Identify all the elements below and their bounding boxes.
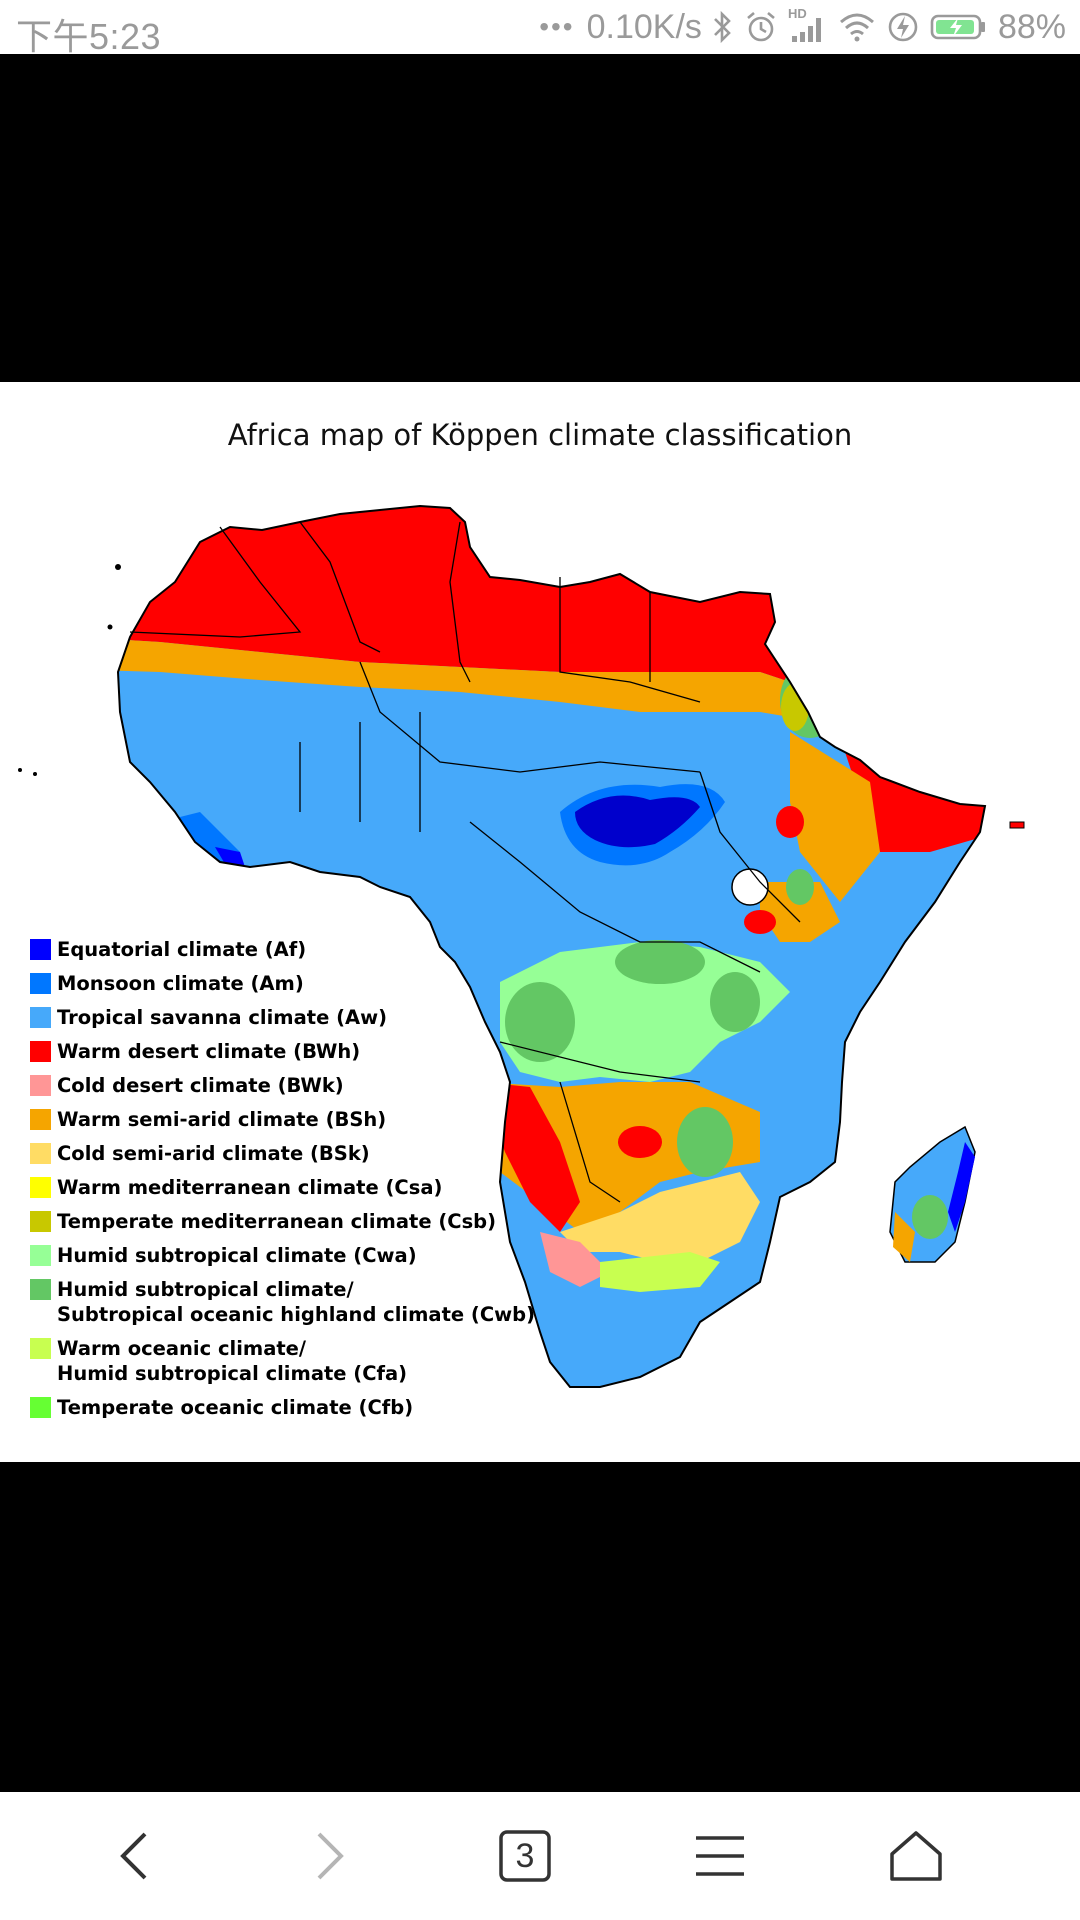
legend-item: Warm semi-arid climate (BSh) (30, 1107, 550, 1132)
legend-item: Equatorial climate (Af) (30, 937, 550, 962)
legend-swatch (30, 1007, 51, 1028)
legend-item: Cold semi-arid climate (BSk) (30, 1141, 550, 1166)
legend-swatch (30, 1177, 51, 1198)
legend-swatch (30, 1279, 51, 1300)
africa-climate-map (18, 505, 1025, 1388)
legend-label: Temperate oceanic climate (Cfb) (57, 1396, 414, 1419)
signal-hd-icon: HD (788, 6, 828, 44)
legend-swatch (30, 939, 51, 960)
back-button[interactable] (95, 1818, 175, 1894)
alarm-icon (747, 12, 775, 42)
legend-item: Tropical savanna climate (Aw) (30, 1005, 550, 1030)
tabs-button[interactable]: 3 (485, 1818, 565, 1894)
letterbox-bottom (0, 1462, 1080, 1792)
net-speed: 0.10K/s (586, 7, 702, 46)
legend-item: Monsoon climate (Am) (30, 971, 550, 996)
legend-item: Temperate mediterranean climate (Csb) (30, 1209, 550, 1234)
menu-icon (696, 1836, 744, 1876)
legend-swatch (30, 1397, 51, 1418)
legend-label: Temperate mediterranean climate (Csb) (57, 1210, 497, 1233)
legend-item: Warm mediterranean climate (Csa) (30, 1175, 550, 1200)
browser-nav-bar: 3 (0, 1792, 1080, 1920)
legend-swatch (30, 1109, 51, 1130)
tabs-icon (499, 1830, 551, 1882)
map-image[interactable]: Africa map of Köppen climate classificat… (0, 382, 1080, 1462)
legend-item: Warm oceanic climate/ Humid subtropical … (30, 1336, 550, 1386)
legend-swatch (30, 1041, 51, 1062)
letterbox-top (0, 54, 1080, 382)
menu-button[interactable] (680, 1818, 760, 1894)
legend-swatch (30, 1211, 51, 1232)
battery-icon (930, 14, 985, 40)
legend-swatch (30, 973, 51, 994)
legend-label: Warm mediterranean climate (Csa) (57, 1176, 443, 1199)
bluetooth-icon (714, 10, 731, 44)
legend-swatch (30, 1143, 51, 1164)
legend-item: Warm desert climate (BWh) (30, 1039, 550, 1064)
legend-label: Monsoon climate (Am) (57, 972, 304, 995)
map-legend: Equatorial climate (Af) Monsoon climate (… (30, 937, 550, 1429)
tab-count: 3 (515, 1836, 535, 1875)
chevron-left-icon (120, 1832, 147, 1880)
legend-label: Cold semi-arid climate (BSk) (57, 1142, 370, 1165)
status-time: 下午5:23 (16, 16, 162, 57)
legend-label: Tropical savanna climate (Aw) (57, 1006, 388, 1029)
lake-victoria (731, 868, 769, 906)
more-dots-icon: ••• (539, 11, 575, 42)
legend-swatch (30, 1245, 51, 1266)
chevron-right-icon (317, 1832, 344, 1880)
legend-label: Humid subtropical climate (Cwa) (57, 1244, 417, 1267)
home-icon (890, 1831, 942, 1881)
status-bar: 下午5:23 ••• 0.10K/s HD (0, 0, 1080, 57)
legend-swatch (30, 1075, 51, 1096)
status-icons: ••• 0.10K/s HD (539, 6, 1066, 48)
power-saver-icon (888, 12, 918, 42)
hd-label: HD (787, 6, 807, 21)
legend-item: Temperate oceanic climate (Cfb) (30, 1395, 550, 1420)
legend-label: Warm oceanic climate/ Humid subtropical … (57, 1337, 408, 1385)
legend-item: Humid subtropical climate/ Subtropical o… (30, 1277, 550, 1327)
legend-item: Humid subtropical climate (Cwa) (30, 1243, 550, 1268)
legend-item: Cold desert climate (BWk) (30, 1073, 550, 1098)
legend-label: Equatorial climate (Af) (57, 938, 307, 961)
legend-swatch (30, 1338, 51, 1359)
legend-label: Warm semi-arid climate (BSh) (57, 1108, 387, 1131)
home-button[interactable] (876, 1818, 956, 1894)
battery-percent: 88% (997, 7, 1066, 46)
legend-label: Warm desert climate (BWh) (57, 1040, 361, 1063)
legend-label: Humid subtropical climate/ Subtropical o… (57, 1278, 536, 1326)
forward-button[interactable] (289, 1818, 369, 1894)
legend-label: Cold desert climate (BWk) (57, 1074, 344, 1097)
map-title: Africa map of Köppen climate classificat… (227, 418, 853, 452)
wifi-icon (839, 13, 874, 42)
